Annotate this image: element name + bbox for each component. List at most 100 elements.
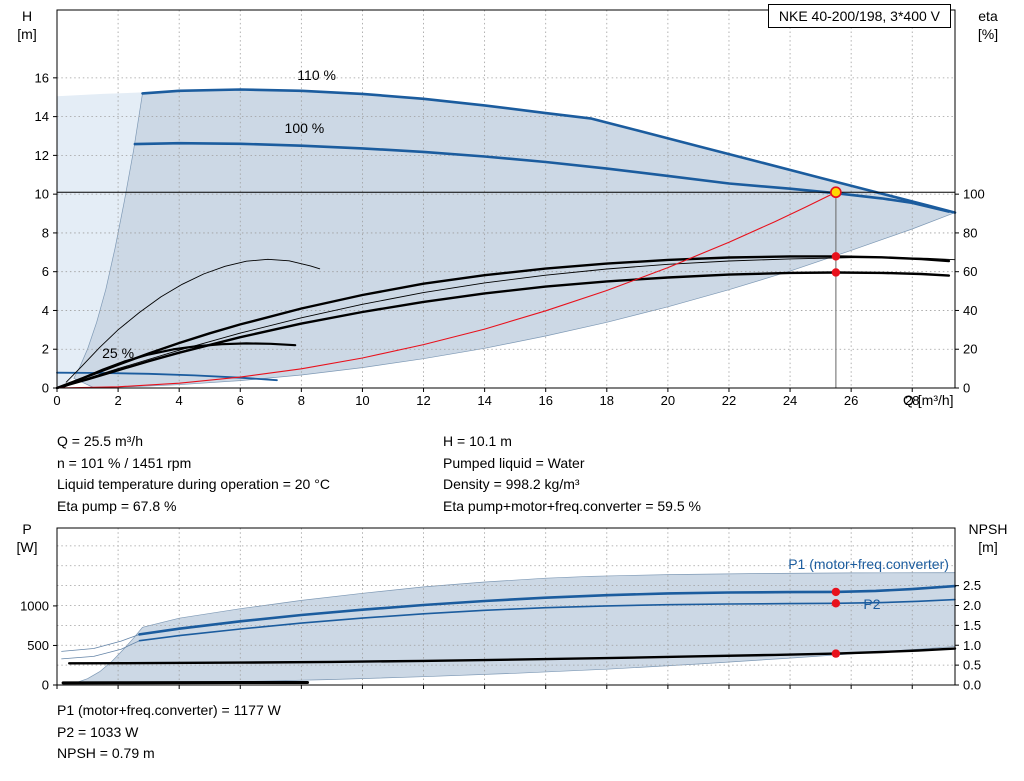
p1-curve [138, 584, 957, 636]
pump-title: NKE 40-200/198, 3*400 V [778, 8, 940, 24]
duty-point [830, 186, 842, 199]
condition-line: Eta pump = 67.8 % [57, 497, 177, 514]
p1-point [831, 587, 841, 597]
y-left-tick-label: 500 [27, 638, 49, 653]
y-left-tick-label: 14 [35, 109, 49, 124]
label-110pct: 110 % [297, 67, 336, 83]
x-tick-label: 24 [783, 393, 797, 408]
y-right-tick-label: 1.0 [963, 638, 981, 653]
chart-labels: P1 (motor+freq.converter) P2 [788, 556, 949, 612]
label-25pct: 25 % [102, 345, 134, 361]
x-tick-label: 12 [416, 393, 430, 408]
y-left-tick-label: 0 [42, 678, 49, 693]
condition-line: Liquid temperature during operation = 20… [57, 476, 330, 492]
x-axis-title: Q [m³/h] [903, 392, 954, 408]
y-left-tick-label: 6 [42, 264, 49, 279]
x-tick-label: 10 [355, 393, 369, 408]
y-left-tick-label: 1000 [20, 598, 49, 613]
pump-title-box: NKE 40-200/198, 3*400 V [767, 4, 951, 28]
y-right-tick-label: 80 [963, 225, 977, 240]
y-left-tick-label: 16 [35, 70, 49, 85]
chart-series [55, 88, 957, 390]
y-left-tick-label: 8 [42, 225, 49, 240]
y-right-tick-label: 20 [963, 342, 977, 357]
eta-pump-point [831, 252, 841, 261]
eta-total-curve-25pct [62, 342, 297, 389]
speed-curve-100pct [133, 141, 951, 213]
p2-curve [138, 598, 956, 642]
operating-conditions-left: Q = 25.5 m³/h n = 101 % / 1451 rpm Liquid … [57, 431, 330, 517]
chart-points [830, 186, 842, 277]
low-flow-region [57, 92, 143, 389]
x-tick-label: 28 [905, 393, 919, 408]
x-tick-label: 18 [600, 393, 614, 408]
y-left-tick-label: 10 [35, 187, 49, 202]
y-right-tick-label: 40 [963, 303, 977, 318]
x-tick-label: 22 [722, 393, 736, 408]
y-left-tick-label: 2 [42, 342, 49, 357]
p2-point [831, 599, 841, 608]
label-100pct: 100 % [285, 120, 325, 136]
y-right-axis-unit: [%] [978, 26, 998, 42]
npsh-point [831, 649, 841, 658]
eta-pump-curve [55, 255, 951, 390]
chart-series [61, 584, 957, 685]
power-npsh-chart: 0 500 1000 0.0 0.5 1.0 1.5 2.0 2.5 P [W] NPSH [m] P1 … [17, 521, 1008, 693]
y-left-tick-label: 0 [42, 381, 49, 396]
hq-eta-chart: 0 2 4 6 8 10 12 14 16 18 20 22 24 26 28024681012141602… [17, 8, 998, 408]
condition-line: n = 101 % / 1451 rpm [57, 454, 192, 471]
y-right-tick-label: 100 [963, 187, 985, 202]
y-right-tick-label: 60 [963, 264, 977, 279]
label-p2: P2 [863, 596, 880, 612]
system-curve [56, 191, 837, 389]
x-tick-label: 2 [114, 393, 121, 408]
speed-curve-110pct [141, 88, 957, 214]
x-tick-label: 26 [844, 393, 858, 408]
chart-areas [57, 89, 957, 389]
y-left-axis-unit: [W] [17, 539, 38, 555]
p2-low-speed-fan [61, 640, 140, 660]
y-right-tick-label: 0 [963, 381, 970, 396]
y-left-tick-label: 4 [42, 303, 49, 318]
x-tick-label: 20 [661, 393, 675, 408]
p1-low-speed-fan [61, 634, 140, 652]
y-right-axis-title: NPSH [969, 521, 1008, 537]
x-tick-label: 14 [477, 393, 491, 408]
y-left-tick-label: 12 [35, 148, 49, 163]
result-line: P1 (motor+freq.converter) = 1177 W [57, 702, 281, 718]
x-tick-label: 6 [237, 393, 244, 408]
chart-labels: 110 % 100 % 25 % [102, 67, 336, 361]
condition-line: H = 10.1 m [443, 433, 512, 449]
power-envelope [75, 572, 956, 684]
result-line: NPSH = 0.79 m [57, 745, 155, 761]
x-tick-label: 0 [53, 393, 60, 408]
y-right-axis-title: eta [978, 8, 998, 24]
chart-points [831, 587, 841, 658]
y-right-tick-label: 2.5 [963, 578, 981, 593]
x-tick-label: 16 [538, 393, 552, 408]
result-line: P2 = 1033 W [57, 723, 139, 740]
y-right-tick-label: 1.5 [963, 618, 981, 633]
y-left-axis-unit: [m] [17, 26, 36, 42]
y-left-axis-title: H [22, 8, 32, 24]
eta-total-point [831, 268, 841, 277]
condition-line: Pumped liquid = Water [443, 454, 585, 471]
y-right-tick-label: 0.5 [963, 658, 981, 673]
x-tick-label: 8 [298, 393, 305, 408]
chart-grid [57, 528, 955, 685]
chart-areas [75, 572, 956, 684]
label-p1: P1 (motor+freq.converter) [788, 556, 949, 572]
chart-axes: 0 500 1000 0.0 0.5 1.0 1.5 2.0 2.5 P [W] NPSH [m] [17, 521, 1008, 693]
y-right-axis-unit: [m] [978, 539, 997, 555]
condition-line: Eta pump+motor+freq.converter = 59.5 % [443, 497, 701, 514]
y-left-axis-title: P [22, 521, 31, 537]
eta-pump-curve-110pct [56, 257, 956, 389]
y-right-tick-label: 0.0 [963, 678, 981, 693]
x-tick-label: 4 [176, 393, 183, 408]
y-right-tick-label: 2.0 [963, 598, 981, 613]
chart-axes: 0 2 4 6 8 10 12 14 16 18 20 22 24 26 28024681012141602… [17, 8, 998, 408]
npsh-curve [68, 647, 957, 665]
eta-pump-curve-25pct [65, 258, 321, 383]
operating-conditions-right: H = 10.1 m Pumped liquid = Water Density =… [443, 431, 701, 517]
